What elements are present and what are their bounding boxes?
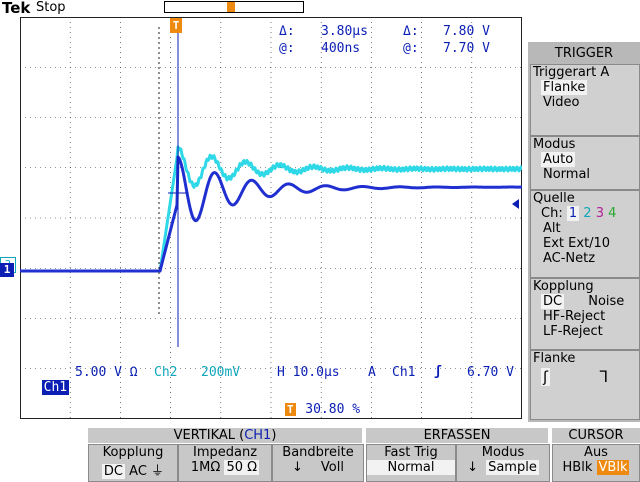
source-ch2[interactable]: 2 [583,206,592,221]
acquire-mode-value: Sample [486,460,539,475]
ch2-scale: 200mV [201,365,241,380]
bandwidth-value: Voll [320,460,344,475]
brand-logo: Tek [2,0,31,17]
ground-icon: ⏚ [151,464,165,479]
acquire-mode-button[interactable]: Modus ↓ Sample [456,444,550,482]
source-ext[interactable]: Ext [543,236,565,251]
cursor-delta-volt-label: Δ: [403,24,419,39]
top-bar [0,0,640,17]
ch1-ground-marker[interactable]: 1 [0,263,14,277]
source-ch1[interactable]: 1 [566,206,580,221]
down-arrow-icon: ↓ [292,460,303,475]
timebase: H 10.0μs [277,365,340,380]
impedance-label: Impedanz [192,445,258,460]
coupling-ac-option: AC [129,464,147,479]
ch1-label: Ch1 [41,380,70,395]
fast-trig-value: Normal [367,460,455,475]
trigger-mode-title: Modus [533,137,576,152]
source-alt[interactable]: Alt [543,221,561,236]
cursor-at-time-value: 400ns [321,41,361,56]
source-ch4[interactable]: 4 [608,206,617,221]
cursor-delta-time: Δ: [279,24,295,39]
rising-edge-icon: ʃ [434,364,442,379]
trigger-menu-title: TRIGGER [554,46,614,61]
cursor-at-volt-value: 7.70 V [443,41,490,56]
source-ac-line[interactable]: AC-Netz [543,251,596,266]
trigger-mode-normal[interactable]: Normal [543,167,591,182]
cursor-hbar-option: HBlk [562,460,593,475]
trigger-type-video[interactable]: Video [543,95,580,110]
cursor-delta-time-value: 3.80μs [321,24,368,39]
coupling-dc-option: DC [101,464,126,479]
trigger-coupling-title: Kopplung [533,279,594,294]
trigger-mode-section[interactable]: Modus Auto Normal [530,136,640,190]
vertical-title-close: ) [271,428,277,443]
coupling-label: Kopplung [102,445,164,460]
vertical-title-text: VERTIKAL ( [173,428,245,443]
impedance-1m-option: 1MΩ [190,460,221,475]
bandwidth-button[interactable]: Bandbreite ↓ Voll [272,444,364,482]
ch2-label[interactable]: Ch2 [154,365,178,380]
acquire-menu-title: ERFASSEN [366,428,548,443]
trigger-slope-section[interactable]: Flanke ʃ ᒣ [530,350,640,420]
record-position-bar [164,1,304,13]
fast-trig-button[interactable]: Fast Trig Normal [366,444,456,482]
trigger-source-title: Quelle [533,191,575,206]
trigger-source-section[interactable]: Quelle Ch: 1 2 3 4 Alt Ext Ext/10 AC-Net… [530,190,640,278]
trigger-position-value: 30.80 % [305,402,361,417]
trigger-type-title: Triggerart A [533,65,610,80]
trigger-position-label: T [170,18,182,33]
ch1-status[interactable]: Ch1 [26,365,70,395]
trigger-source: Ch1 [392,365,416,380]
cursor-delta-volt-value: 7.80 V [443,24,490,39]
source-ext10[interactable]: Ext/10 [568,236,611,251]
vertical-coupling-button[interactable]: Kopplung DC AC ⏚ [88,444,178,482]
trigger-coupling-section[interactable]: Kopplung DC Noise HF-Reject LF-Reject [530,278,640,350]
acquisition-status: Stop [36,0,66,15]
trigger-position-icon: T [285,403,296,416]
cursor-menu-title: CURSOR [552,428,640,443]
acquire-indicator: A [368,365,376,380]
down-arrow-icon: ↓ [467,460,479,475]
trigger-level: 6.70 V [467,365,514,380]
trigger-type-section[interactable]: Triggerart A Flanke Video [530,64,640,136]
acquire-mode-label: Modus [481,445,525,460]
vertical-channel: CH1 [244,428,272,443]
fast-trig-label: Fast Trig [384,445,438,460]
cursor-vbar-option: VBlk [596,460,630,475]
cursor-type-button[interactable]: Aus HBlk VBlk [552,444,640,482]
impedance-button[interactable]: Impedanz 1MΩ 50 Ω [178,444,272,482]
trigger-position-readout: T 30.80 % [285,398,360,417]
slope-rising-icon[interactable]: ʃ [541,368,551,386]
bandwidth-label: Bandbreite [282,445,354,460]
trigger-level-arrow-icon [512,199,519,209]
impedance-50-option: 50 Ω [224,460,260,475]
trigger-slope-title: Flanke [533,351,576,366]
cursor-at-volt-label: @: [403,41,419,56]
coupling-dc[interactable]: DC [541,294,565,309]
coupling-lf-reject[interactable]: LF-Reject [543,324,603,339]
cursor-at-time-label: @: [279,41,295,56]
trigger-position-marker[interactable]: T [170,18,182,40]
cursor-off-option: Aus [584,445,608,460]
source-ch3[interactable]: 3 [595,206,604,221]
vertical-menu-title: VERTIKAL (CH1) [88,428,362,443]
trigger-type-edge[interactable]: Flanke [541,80,588,95]
ch1-trace [20,155,522,273]
source-prefix: Ch: [541,206,563,221]
ch1-scale: 5.00 V Ω [75,365,138,380]
waveform-display [20,17,522,419]
trigger-mode-auto[interactable]: Auto [541,152,576,167]
record-window-indicator [227,2,235,12]
coupling-noise[interactable]: Noise [588,294,625,309]
coupling-hf-reject[interactable]: HF-Reject [543,309,606,324]
slope-falling-icon[interactable]: ᒣ [598,368,608,386]
